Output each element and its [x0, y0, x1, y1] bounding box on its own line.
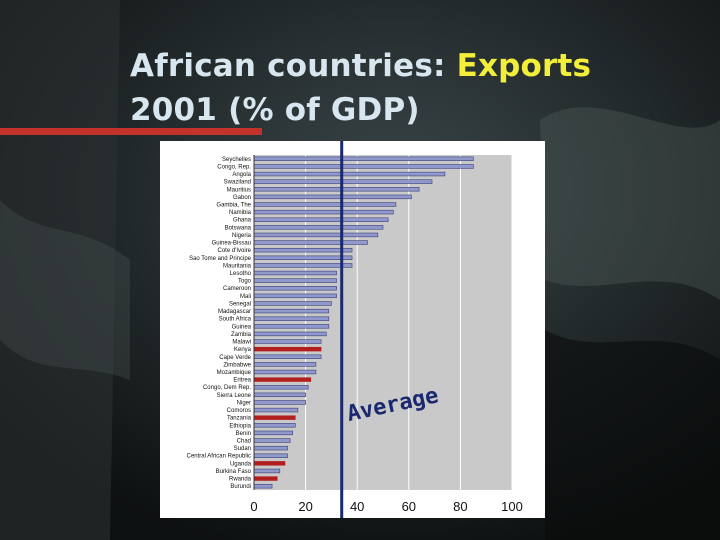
bar: [253, 270, 337, 276]
title-part1: African countries:: [130, 48, 457, 84]
category-label: Mauritania: [223, 263, 252, 269]
bar: [253, 232, 379, 238]
category-label: Niger: [237, 400, 251, 406]
category-label: Mozambique: [217, 370, 252, 376]
category-label: Benin: [236, 431, 251, 437]
category-label: Kenya: [234, 347, 252, 353]
bar: [253, 308, 330, 314]
bar: [253, 301, 332, 306]
x-tick-label: 0: [250, 499, 257, 514]
bar: [253, 392, 306, 398]
category-label: Mali: [240, 294, 251, 300]
bar: [253, 476, 278, 481]
bar: [253, 468, 281, 474]
x-tick-label: 60: [402, 499, 416, 514]
category-label: Swaziland: [224, 180, 251, 186]
category-label: Sierra Leone: [217, 393, 252, 399]
bar: [253, 202, 397, 207]
bar: [253, 209, 394, 215]
bar: [253, 400, 306, 405]
bar: [253, 255, 353, 260]
category-label: Ethiopia: [229, 423, 251, 429]
category-label: Seychelles: [222, 157, 251, 163]
category-label: Sao Tome and Principe: [189, 256, 252, 262]
bar: [253, 362, 317, 367]
bar: [253, 339, 322, 344]
bar: [253, 483, 273, 489]
category-label: Namibia: [229, 210, 252, 216]
bar: [253, 453, 288, 458]
category-label: Botswana: [225, 225, 252, 231]
category-label: Eritrea: [233, 378, 251, 384]
category-label: Chad: [237, 439, 251, 445]
x-tick-label: 20: [298, 499, 312, 514]
category-label: Rwanda: [229, 477, 252, 483]
category-label: Central African Republic: [187, 454, 251, 460]
bar: [253, 240, 368, 245]
category-label: Mauritius: [227, 187, 251, 193]
bar: [253, 171, 446, 177]
bar: [253, 316, 330, 321]
bar: [253, 194, 412, 200]
bar: [253, 430, 294, 436]
bar: [253, 331, 327, 337]
bar: [253, 346, 322, 352]
bar: [253, 423, 296, 428]
bar: [253, 445, 288, 451]
bar: [253, 438, 291, 443]
bar: [253, 247, 353, 253]
category-label: Zambia: [231, 332, 252, 338]
category-label: Congo, Rep.: [217, 164, 251, 170]
bar: [253, 156, 474, 162]
bar: [253, 407, 299, 413]
category-label: Angola: [232, 172, 251, 178]
bar: [253, 278, 337, 283]
bar: [253, 263, 353, 268]
category-label: Togo: [238, 279, 252, 285]
title-underline: [0, 128, 262, 135]
bar: [253, 187, 420, 192]
bar: [253, 377, 312, 382]
category-label: Comoros: [227, 408, 251, 414]
category-label: Nigeria: [232, 233, 252, 239]
category-label: Cameroon: [223, 286, 251, 292]
category-label: Burundi: [230, 484, 251, 490]
category-label: Burkina Faso: [216, 469, 252, 475]
category-label: South Africa: [219, 317, 252, 323]
x-tick-label: 40: [350, 499, 364, 514]
bar: [253, 415, 296, 420]
bar: [253, 217, 389, 222]
slide-title: African countries: Exports 2001 (% of GDP…: [130, 44, 591, 132]
bar: [253, 164, 474, 169]
category-label: Zimbabwe: [223, 362, 251, 368]
bar: [253, 286, 337, 291]
title-highlight: Exports: [456, 48, 592, 84]
category-label: Tanzania: [227, 416, 252, 422]
x-tick-label: 100: [501, 499, 523, 514]
category-label: Uganda: [230, 461, 252, 467]
bar: [253, 461, 286, 466]
category-label: Guinea: [232, 324, 252, 330]
bar: [253, 354, 322, 359]
x-tick-label: 80: [453, 499, 467, 514]
category-label: Madagascar: [218, 309, 251, 315]
category-label: Cape Verde: [219, 355, 251, 361]
category-label: Gabon: [233, 195, 251, 201]
category-label: Malawi: [232, 340, 251, 346]
category-label: Sudan: [234, 446, 251, 452]
category-label: Congo, Dem Rep.: [203, 385, 251, 391]
bar: [253, 369, 317, 375]
category-label: Guinea-Bissau: [212, 241, 251, 247]
category-label: Cote d'Ivoire: [218, 248, 252, 254]
category-label: Gambia, The: [216, 202, 251, 208]
category-label: Ghana: [233, 218, 252, 224]
bar: [253, 324, 330, 329]
category-label: Lesotho: [230, 271, 252, 277]
bar: [253, 385, 309, 390]
category-label: Senegal: [229, 301, 251, 307]
title-line2: 2001 (% of GDP): [130, 92, 420, 128]
bar: [253, 293, 337, 299]
bar: [253, 225, 384, 230]
